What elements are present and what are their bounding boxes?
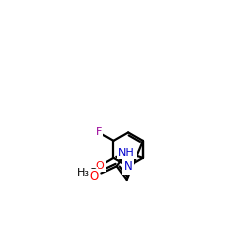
Text: NH: NH bbox=[118, 148, 135, 158]
Text: H₃C: H₃C bbox=[76, 168, 97, 178]
Text: F: F bbox=[96, 128, 102, 138]
Text: O: O bbox=[96, 160, 104, 170]
Text: N: N bbox=[124, 160, 132, 173]
Text: O: O bbox=[90, 170, 99, 183]
